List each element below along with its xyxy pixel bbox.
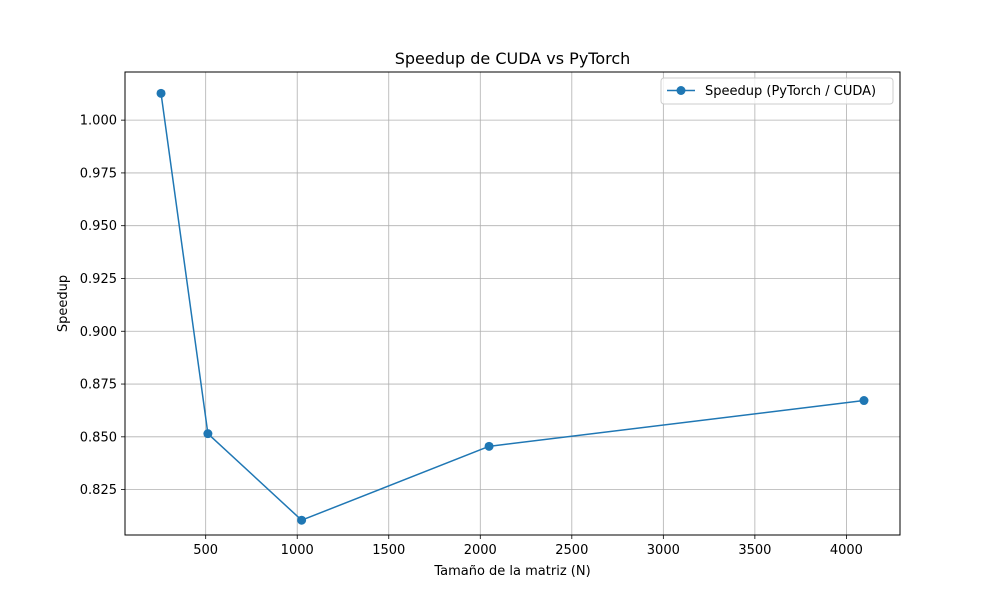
data-point xyxy=(859,396,869,406)
x-tick-label: 4000 xyxy=(830,543,863,558)
x-axis: 500 1000 1500 2000 2500 3000 3500 4000 xyxy=(193,535,863,558)
y-tick-label: 0.825 xyxy=(80,483,117,498)
data-point xyxy=(484,441,494,451)
plot-area-frame xyxy=(124,71,901,536)
legend: Speedup (PyTorch / CUDA) xyxy=(660,77,894,105)
legend-entry-label: Speedup (PyTorch / CUDA) xyxy=(705,84,876,99)
x-tick-label: 3500 xyxy=(738,543,771,558)
x-tick-label: 1000 xyxy=(281,543,314,558)
x-tick-label: 1500 xyxy=(372,543,405,558)
y-tick-label: 0.925 xyxy=(80,272,117,287)
grid xyxy=(125,72,900,535)
y-tick-label: 0.950 xyxy=(80,219,117,234)
x-axis-title: Tamaño de la matriz (N) xyxy=(433,564,590,579)
chart-title: Speedup de CUDA vs PyTorch xyxy=(395,49,631,68)
y-axis: 0.825 0.850 0.875 0.900 0.925 0.950 0.975 1.000 xyxy=(80,114,125,498)
legend-marker-swatch xyxy=(676,86,686,95)
x-tick-label: 2500 xyxy=(555,543,588,558)
data-point xyxy=(156,88,166,98)
y-tick-label: 0.875 xyxy=(80,378,117,393)
data-point xyxy=(203,429,213,439)
data-point xyxy=(297,515,307,525)
x-tick-label: 3000 xyxy=(647,543,680,558)
y-axis-title: Speedup xyxy=(56,275,71,332)
legend-box xyxy=(660,77,894,105)
y-tick-label: 0.900 xyxy=(80,325,117,340)
y-tick-label: 0.850 xyxy=(80,430,117,445)
series-layer xyxy=(156,88,869,525)
x-tick-label: 500 xyxy=(193,543,218,558)
x-tick-label: 2000 xyxy=(464,543,497,558)
y-tick-label: 0.975 xyxy=(80,166,117,181)
y-tick-label: 1.000 xyxy=(80,114,117,129)
